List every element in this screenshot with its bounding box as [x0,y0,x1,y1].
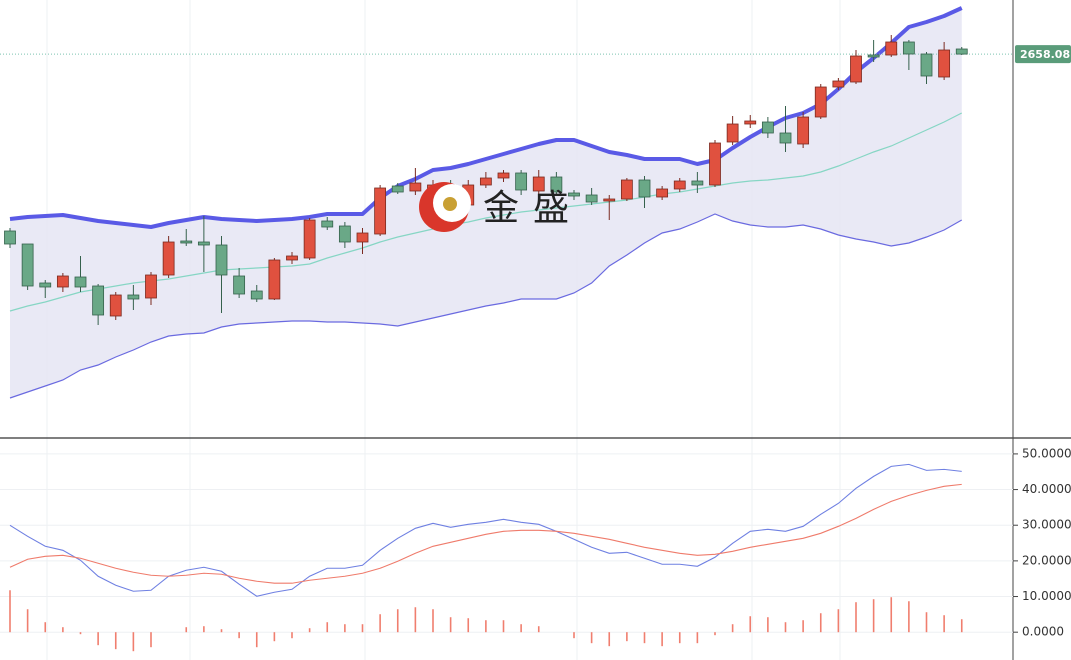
y-tick-label: 10.0000 [1022,589,1071,603]
watermark-text: 金盛 [483,188,583,229]
candle-body [356,232,369,243]
band-fill [10,8,962,398]
candle-body [92,285,105,316]
candle-body [321,220,334,228]
candle-body [568,192,580,197]
candle-body [955,48,968,55]
last-price-label: 2658.08 [1020,48,1070,61]
candle-body [744,120,757,125]
candle-body [550,176,563,193]
band-middle [9,112,963,312]
candle-body [145,274,157,299]
candle-body [479,177,492,186]
candle-body [109,294,122,317]
y-tick-label: 0.0000 [1022,625,1064,639]
candle-body [885,41,898,56]
candle-body [938,49,951,78]
price-panel: 2658.08 [0,6,1071,399]
candle-body [497,172,510,179]
candle-body [250,290,263,300]
candle-body [691,180,704,186]
candle-body [74,276,87,288]
candle-body [303,219,316,259]
watermark-logo: 金盛 [419,182,583,232]
candle-body [779,132,792,144]
candle-body [180,240,193,244]
y-tick-label: 20.0000 [1022,553,1071,567]
candle-body [127,294,140,300]
candle-body [814,86,827,118]
candle-body [56,275,69,288]
candle-body [603,198,616,202]
candle-body [867,54,880,58]
y-tick-label: 50.0000 [1022,446,1071,460]
candle-body [233,275,246,295]
candle-body [620,179,633,200]
candle-body [726,123,739,143]
candle-body [39,282,52,288]
logo-ball [443,197,457,211]
candle-body [832,80,845,88]
band-lower [9,213,963,399]
candle-body [409,182,422,192]
candle-body [391,185,404,193]
candle-body [673,180,686,190]
candle-body [638,179,651,198]
indicator-panel: 50.0000 40.0000 30.0000 20.0000 10.0000 0.000… [0,446,1071,652]
candle-body [797,116,810,145]
candle-body [374,187,387,235]
candle-body [4,230,16,245]
candle-body [902,41,915,55]
candle-body [656,188,669,198]
candle-body [761,121,774,134]
y-tick-label: 30.0000 [1022,518,1071,532]
candle-body [515,172,528,191]
y-tick-label: 40.0000 [1022,482,1071,496]
candle-body [338,225,351,243]
candle-body [920,53,933,77]
candle-body [162,241,175,276]
indicator-line [9,463,962,597]
candle-body [532,176,545,192]
candle-body [21,243,34,287]
candle-body [709,142,721,186]
candle-body [268,259,281,300]
candle-body [850,55,862,83]
candle-body [585,194,598,203]
last-price-box [1015,45,1071,64]
candle-body [197,241,210,246]
candle-body [286,255,298,261]
indicator-line [9,483,962,584]
candle-body [215,244,228,276]
